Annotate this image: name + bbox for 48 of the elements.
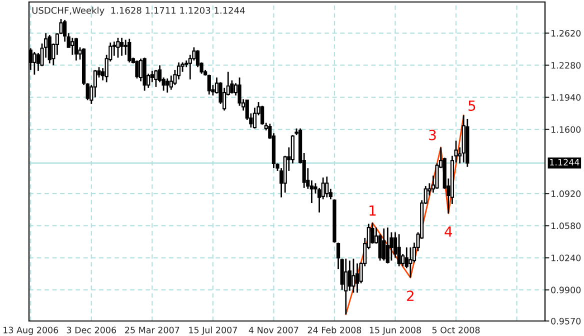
candlestick (355, 262, 360, 294)
x-tick-label: 25 Mar 2007 (125, 326, 180, 334)
candlestick (74, 37, 78, 62)
candlestick (32, 51, 36, 76)
candlestick (238, 76, 242, 107)
annotation: 1 (370, 205, 376, 216)
y-tick-label: 0.9570 (551, 318, 581, 324)
candlestick (382, 228, 386, 262)
annotation: 3 (429, 130, 436, 140)
candlestick (408, 246, 412, 278)
y-tick-label: 0.9900 (551, 286, 581, 294)
annotation: 5 (468, 100, 476, 111)
candlestick (135, 60, 139, 80)
candlestick (120, 37, 124, 56)
x-tick-label: 5 Oct 2008 (432, 326, 480, 334)
x-tick-label: 3 Dec 2006 (66, 326, 116, 334)
annotation: 2 (407, 290, 414, 301)
candlestick (70, 37, 74, 56)
x-tick-label: 24 Feb 2008 (308, 326, 362, 334)
y-tick-label: 1.0240 (552, 254, 581, 262)
candlestick (390, 232, 394, 262)
candlestick (325, 176, 329, 198)
y-tick-label: 1.2620 (552, 30, 581, 37)
y-tick-label: 1.0920 (552, 190, 581, 198)
y-tick-label: 1.1600 (552, 126, 581, 133)
candlestick (116, 37, 120, 58)
text: USDCHF,Weekly 1.1628 1.1711 1.1203 1.1244 (32, 6, 245, 16)
x-tick-label: 15 Jun 2008 (370, 326, 421, 335)
candlestick (128, 38, 132, 64)
line-series (345, 114, 464, 316)
candlestick (370, 222, 374, 244)
x-tick-label: 15 Jul 2007 (189, 326, 237, 335)
x-tick-label: 13 Aug 2006 (4, 326, 58, 336)
candlestick (344, 258, 348, 316)
y-tick-label: 1.2280 (552, 62, 581, 69)
x-tick-label: 4 Nov 2007 (248, 326, 298, 334)
candlestick (352, 258, 356, 294)
ref-line-label: 1.1244 (550, 158, 580, 166)
annotation: 4 (444, 226, 452, 237)
candlestick (397, 233, 401, 267)
candlestick (166, 78, 170, 94)
y-tick-label: 1.1940 (552, 94, 581, 101)
candlestick (48, 34, 52, 64)
candlestick (386, 226, 390, 264)
candlestick (138, 58, 143, 82)
candlestick (207, 74, 211, 96)
y-tick-label: 1.0580 (552, 222, 581, 230)
candlestick (154, 69, 158, 88)
